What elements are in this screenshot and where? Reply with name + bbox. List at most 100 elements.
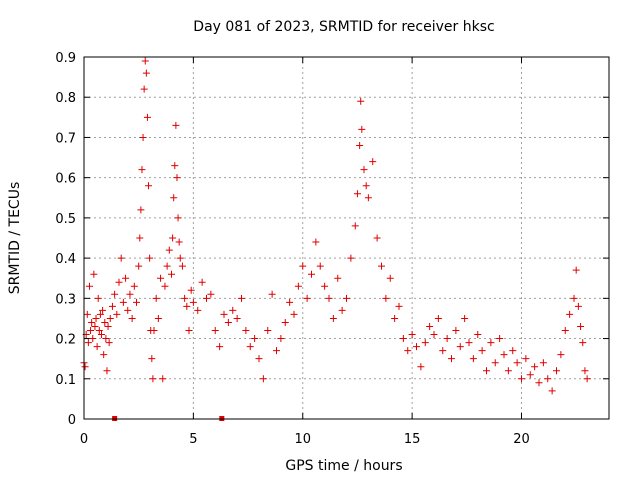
data-point xyxy=(404,347,412,355)
data-point xyxy=(150,327,158,335)
data-point xyxy=(312,238,320,246)
data-point xyxy=(369,158,377,166)
data-point xyxy=(531,363,539,371)
data-point xyxy=(104,322,112,330)
chart-title: Day 081 of 2023, SRMTID for receiver hks… xyxy=(193,19,494,35)
data-point xyxy=(456,343,464,351)
data-point xyxy=(487,339,495,347)
data-point xyxy=(124,306,132,314)
data-point xyxy=(548,387,556,395)
data-point xyxy=(321,282,329,290)
data-point xyxy=(142,69,150,77)
data-point xyxy=(360,166,368,174)
data-point xyxy=(176,254,184,262)
data-point xyxy=(113,310,121,318)
data-point xyxy=(141,57,149,65)
data-point xyxy=(133,298,140,306)
data-point xyxy=(101,318,109,326)
data-point xyxy=(474,331,482,339)
data-point xyxy=(469,355,477,363)
data-point xyxy=(526,371,534,379)
data-point xyxy=(172,121,180,129)
data-point xyxy=(509,347,517,355)
data-point xyxy=(356,141,364,149)
data-point xyxy=(308,270,315,278)
data-point xyxy=(413,343,420,351)
data-point xyxy=(108,302,116,310)
data-point xyxy=(122,274,130,282)
data-point xyxy=(216,343,224,351)
y-tick-label: 0.1 xyxy=(55,373,76,388)
data-point xyxy=(286,298,294,306)
data-point xyxy=(294,282,302,290)
data-point xyxy=(513,359,521,367)
y-tick-label: 0.6 xyxy=(55,172,76,187)
data-point xyxy=(175,238,183,246)
data-point xyxy=(117,254,125,262)
data-point xyxy=(238,294,245,302)
data-point xyxy=(325,294,333,302)
data-point xyxy=(137,206,145,214)
data-point xyxy=(93,343,101,351)
data-point xyxy=(170,194,178,202)
data-point xyxy=(290,310,298,318)
data-point xyxy=(165,246,173,254)
data-point xyxy=(539,359,547,367)
data-point xyxy=(163,262,171,270)
data-point xyxy=(566,310,574,318)
data-point xyxy=(544,375,552,383)
data-point xyxy=(94,294,102,302)
x-tick-label: 20 xyxy=(513,432,530,447)
x-tick-label: 0 xyxy=(80,432,88,447)
data-point xyxy=(81,363,89,371)
data-point xyxy=(95,327,103,335)
data-point xyxy=(187,286,195,294)
x-tick-label: 10 xyxy=(294,432,311,447)
data-point xyxy=(518,375,525,383)
y-tick-label: 0.3 xyxy=(55,292,76,307)
data-point xyxy=(430,331,438,339)
data-point xyxy=(478,347,486,355)
data-point xyxy=(90,270,98,278)
data-point xyxy=(146,254,154,262)
y-tick-label: 0.2 xyxy=(55,333,76,348)
data-point xyxy=(399,335,407,343)
x-tick-label: 15 xyxy=(404,432,421,447)
data-point xyxy=(504,367,512,375)
data-point xyxy=(88,318,96,326)
data-point xyxy=(178,262,186,270)
data-point xyxy=(111,290,119,298)
data-point xyxy=(358,125,366,133)
data-point xyxy=(496,335,504,343)
data-point xyxy=(220,310,228,318)
data-point xyxy=(105,339,113,347)
data-point xyxy=(126,290,134,298)
data-point xyxy=(572,266,580,274)
data-point xyxy=(194,306,202,314)
data-point xyxy=(299,262,307,270)
data-point xyxy=(157,274,165,282)
data-point xyxy=(426,322,434,330)
data-point xyxy=(391,314,399,322)
data-point xyxy=(224,318,232,326)
data-point xyxy=(100,351,108,359)
data-point xyxy=(557,351,565,359)
data-point xyxy=(149,375,157,383)
data-point xyxy=(583,375,591,383)
data-point xyxy=(246,343,254,351)
data-point xyxy=(85,282,93,290)
data-point xyxy=(119,298,127,306)
data-point xyxy=(148,355,156,363)
data-point xyxy=(198,278,206,286)
data-point xyxy=(395,302,403,310)
data-point xyxy=(465,339,473,347)
data-point xyxy=(281,318,289,326)
data-point xyxy=(439,347,447,355)
data-point xyxy=(500,351,508,359)
data-point xyxy=(145,182,153,190)
data-point xyxy=(128,314,136,322)
data-point xyxy=(273,347,280,355)
data-point xyxy=(483,367,490,375)
data-point xyxy=(443,335,451,343)
data-point xyxy=(96,310,104,318)
